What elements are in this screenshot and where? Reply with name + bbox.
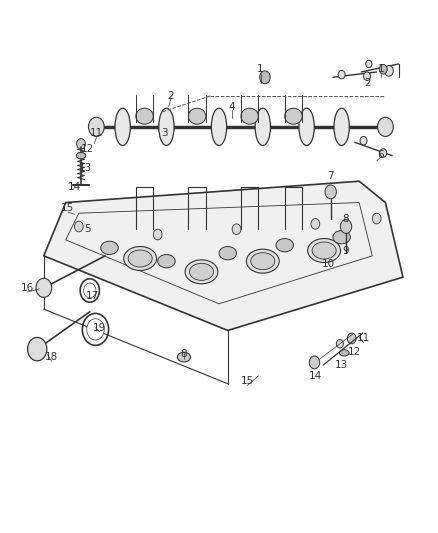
- Circle shape: [36, 278, 52, 297]
- Text: 14: 14: [68, 182, 81, 191]
- Circle shape: [380, 149, 387, 157]
- Text: 8: 8: [180, 350, 187, 359]
- Ellipse shape: [251, 253, 275, 270]
- Circle shape: [309, 356, 320, 369]
- Ellipse shape: [136, 108, 153, 124]
- Ellipse shape: [255, 108, 271, 146]
- Text: 1: 1: [257, 64, 264, 74]
- Circle shape: [325, 185, 336, 199]
- Text: 2: 2: [167, 91, 174, 101]
- Circle shape: [153, 229, 162, 240]
- Circle shape: [378, 117, 393, 136]
- Ellipse shape: [339, 350, 349, 356]
- Ellipse shape: [334, 108, 350, 146]
- Text: 2: 2: [364, 78, 371, 87]
- Circle shape: [28, 337, 47, 361]
- Circle shape: [385, 66, 393, 76]
- Text: 6: 6: [378, 150, 385, 159]
- Ellipse shape: [312, 242, 336, 259]
- Text: 1: 1: [378, 64, 385, 74]
- Circle shape: [336, 340, 343, 348]
- Circle shape: [84, 283, 96, 298]
- Text: 3: 3: [161, 128, 168, 138]
- Polygon shape: [44, 181, 403, 330]
- Ellipse shape: [188, 108, 206, 124]
- Text: 15: 15: [61, 203, 74, 213]
- Text: 18: 18: [45, 352, 58, 362]
- Circle shape: [88, 117, 104, 136]
- Ellipse shape: [307, 239, 341, 263]
- Text: 12: 12: [348, 347, 361, 357]
- Ellipse shape: [190, 263, 214, 280]
- Text: 12: 12: [81, 144, 94, 154]
- Circle shape: [87, 319, 104, 340]
- Ellipse shape: [101, 241, 118, 255]
- Ellipse shape: [285, 108, 302, 124]
- Ellipse shape: [333, 230, 350, 244]
- Circle shape: [311, 219, 320, 229]
- Text: 13: 13: [335, 360, 348, 370]
- Text: 10: 10: [322, 259, 335, 269]
- Text: 11: 11: [90, 128, 103, 138]
- Ellipse shape: [177, 352, 191, 362]
- Circle shape: [340, 220, 352, 233]
- Text: 15: 15: [241, 376, 254, 386]
- Circle shape: [232, 224, 241, 235]
- Circle shape: [366, 60, 372, 68]
- Circle shape: [77, 139, 85, 149]
- Ellipse shape: [276, 239, 293, 252]
- Circle shape: [338, 70, 345, 79]
- Circle shape: [379, 64, 387, 74]
- Ellipse shape: [211, 108, 227, 146]
- Ellipse shape: [124, 246, 157, 271]
- Text: 13: 13: [79, 163, 92, 173]
- Circle shape: [364, 72, 371, 80]
- Ellipse shape: [128, 250, 152, 267]
- Ellipse shape: [158, 255, 175, 268]
- Ellipse shape: [76, 152, 86, 159]
- Ellipse shape: [246, 249, 279, 273]
- Text: 19: 19: [93, 323, 106, 333]
- Text: 8: 8: [343, 214, 350, 223]
- Text: 5: 5: [84, 224, 91, 234]
- Circle shape: [260, 71, 270, 84]
- Circle shape: [347, 333, 356, 344]
- Text: 9: 9: [343, 246, 350, 255]
- Circle shape: [372, 213, 381, 224]
- Text: 16: 16: [21, 283, 34, 293]
- Ellipse shape: [115, 108, 131, 146]
- Text: 11: 11: [357, 334, 370, 343]
- Circle shape: [360, 136, 367, 145]
- Circle shape: [74, 221, 83, 232]
- Ellipse shape: [219, 246, 237, 260]
- Text: 14: 14: [309, 371, 322, 381]
- Text: 17: 17: [85, 291, 99, 301]
- Text: 7: 7: [327, 171, 334, 181]
- Text: 4: 4: [229, 102, 236, 111]
- Ellipse shape: [159, 108, 174, 146]
- Ellipse shape: [241, 108, 258, 124]
- Ellipse shape: [299, 108, 314, 146]
- Ellipse shape: [185, 260, 218, 284]
